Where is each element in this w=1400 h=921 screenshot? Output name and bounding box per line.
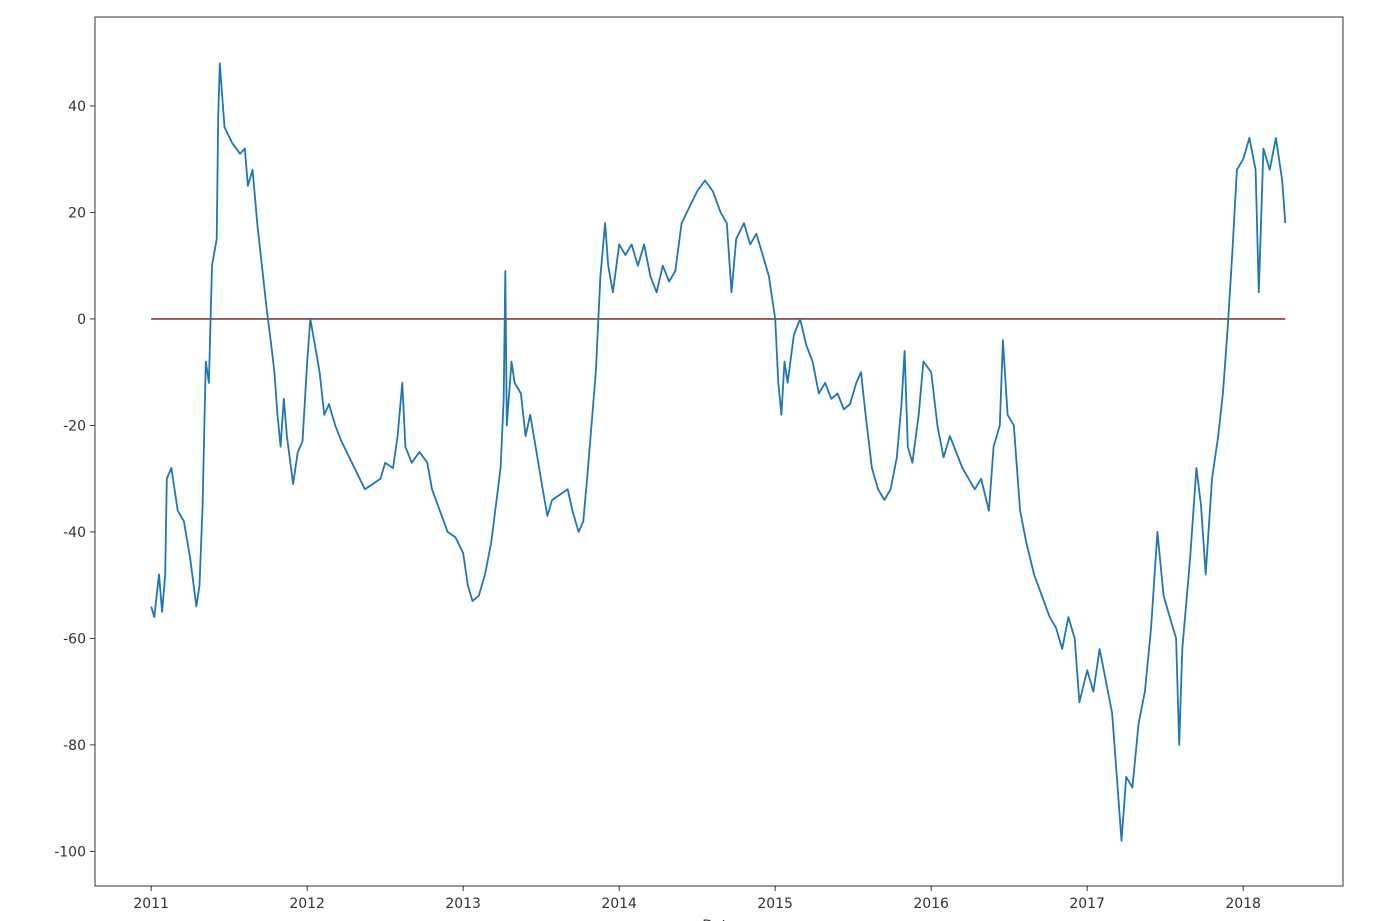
y-tick-label: 40 bbox=[68, 99, 86, 115]
y-tick-label: 20 bbox=[68, 205, 86, 221]
y-tick-label: -40 bbox=[63, 525, 86, 541]
y-tick-label: -80 bbox=[63, 738, 86, 754]
y-tick-label: -20 bbox=[63, 418, 86, 434]
y-tick-label: 0 bbox=[77, 312, 86, 328]
x-tick-label: 2017 bbox=[1069, 896, 1105, 912]
y-tick-label: -60 bbox=[63, 631, 86, 647]
x-tick-label: 2018 bbox=[1225, 896, 1261, 912]
y-tick-label: -100 bbox=[54, 844, 86, 860]
x-tick-label: 2012 bbox=[289, 896, 325, 912]
x-tick-label: 2014 bbox=[601, 896, 637, 912]
x-tick-label: 2015 bbox=[757, 896, 793, 912]
x-axis-label: Date bbox=[702, 918, 735, 921]
plot-frame bbox=[94, 16, 1344, 887]
x-tick-label: 2011 bbox=[133, 896, 169, 912]
x-tick-label: 2013 bbox=[445, 896, 481, 912]
data-line bbox=[150, 62, 1287, 842]
x-tick-label: 2016 bbox=[913, 896, 949, 912]
